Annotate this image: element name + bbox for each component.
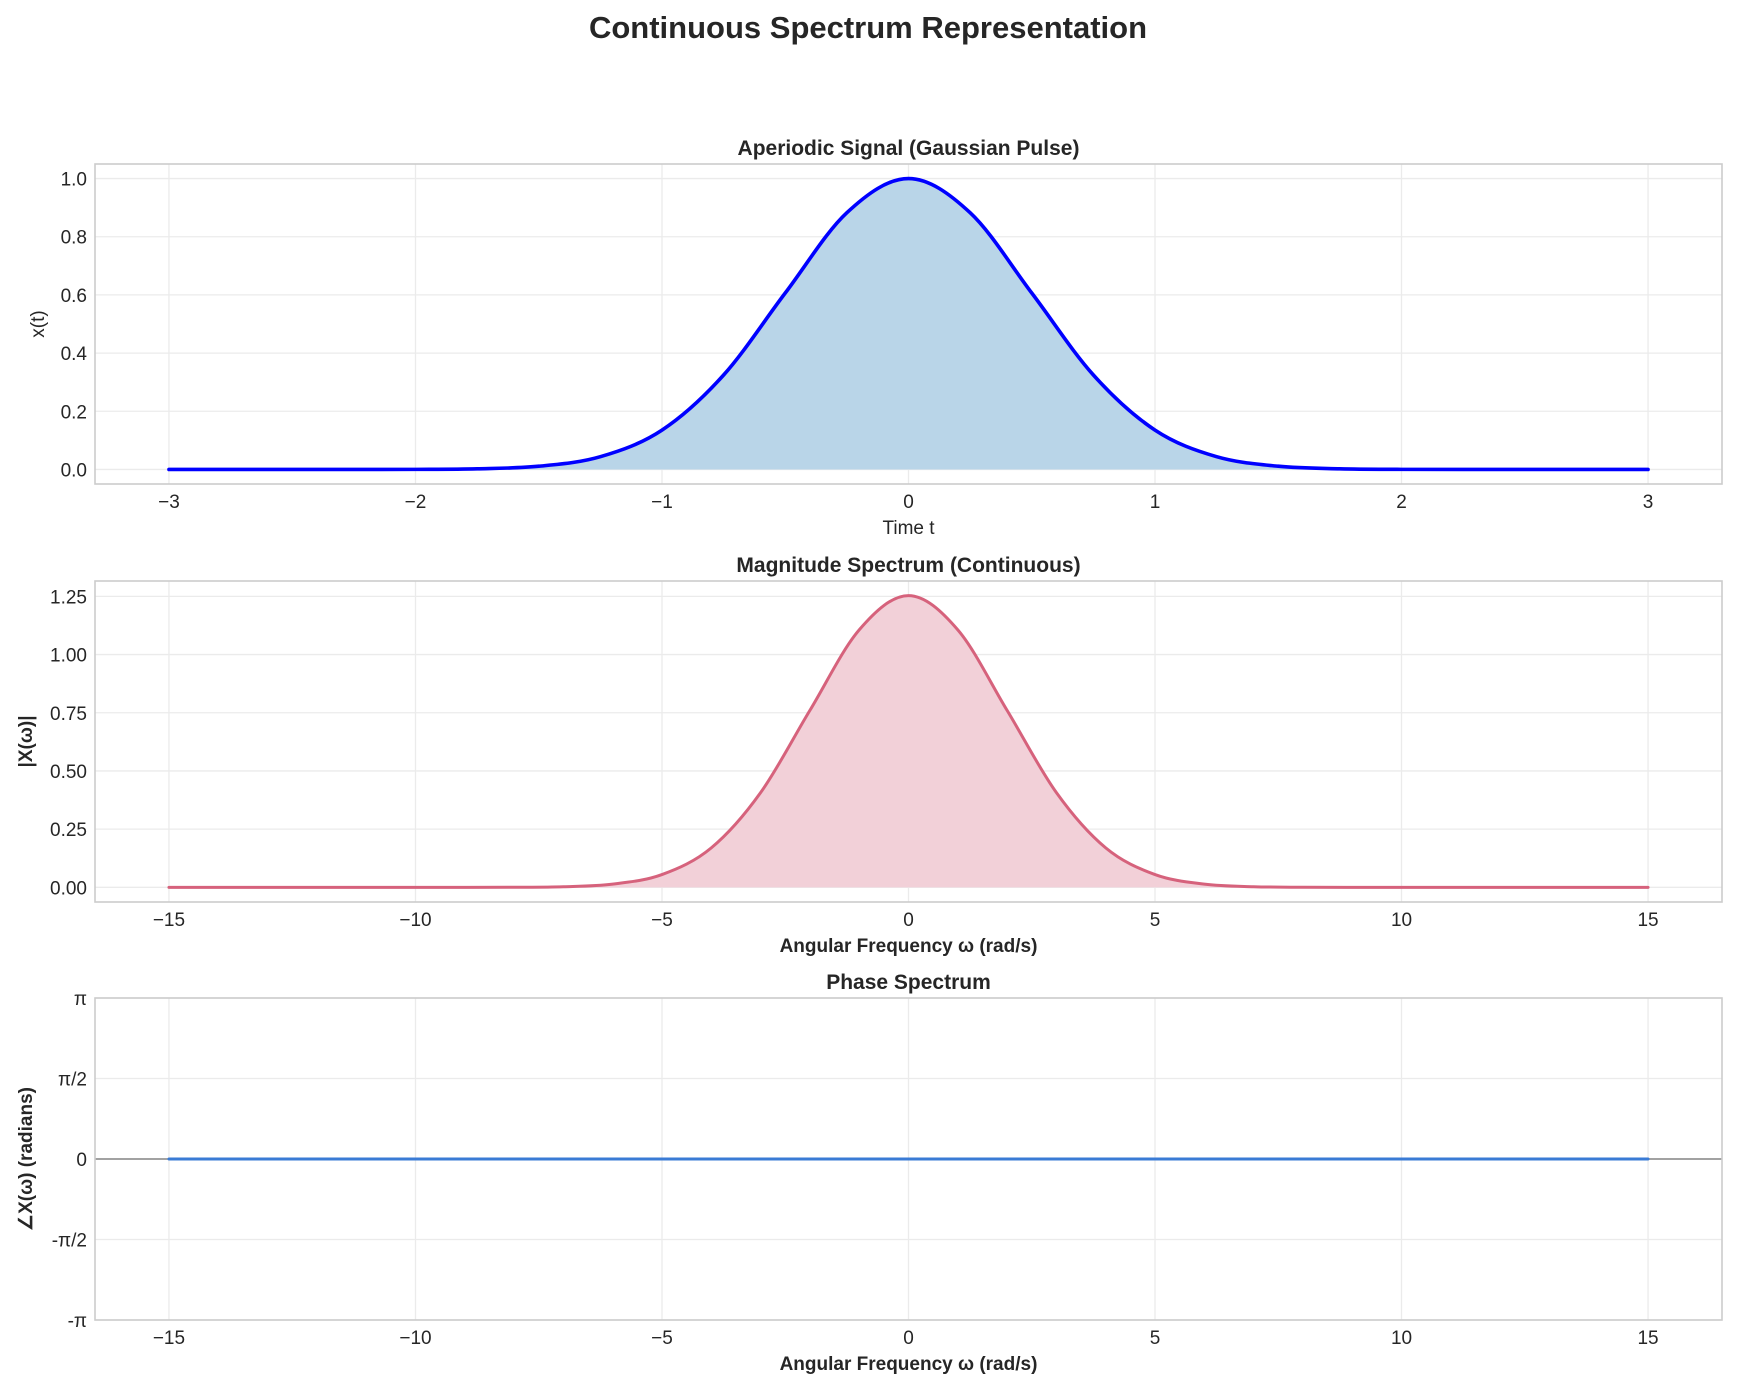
y-tick-label: 0.50 — [50, 762, 87, 783]
x-tick-label: 0 — [903, 492, 914, 513]
y-tick-label: 0.75 — [50, 704, 87, 725]
x-tick-label: −10 — [399, 1328, 431, 1349]
x-tick-label: −3 — [158, 492, 180, 513]
axes-frame — [94, 163, 1723, 485]
subplot-1: −3 −2 −1 0 1 2 3 0.0 0.2 0.4 0.6 0.8 1.0 Aperiodic Si… — [28, 137, 1723, 539]
y-tick-label: -π/2 — [52, 1231, 87, 1252]
x-tick-label: 5 — [1150, 1328, 1161, 1349]
subplot-title: Magnitude Spectrum (Continuous) — [736, 554, 1080, 577]
y-tick-label: -π — [68, 1311, 87, 1332]
x-tick-label: 15 — [1637, 1328, 1658, 1349]
x-tick-label: −15 — [153, 1328, 185, 1349]
x-tick-label: 5 — [1150, 910, 1161, 931]
x-tick-label: 10 — [1391, 1328, 1412, 1349]
x-tick-label: −2 — [405, 492, 427, 513]
x-tick-label: −10 — [399, 910, 431, 931]
y-tick-label: 0.00 — [50, 878, 87, 899]
y-tick-label: 0.4 — [61, 344, 88, 365]
axes-frame — [94, 580, 1723, 903]
x-tick-label: 1 — [1150, 492, 1161, 513]
subplot-3: −15 −10 −5 0 5 10 15 -π -π/2 0 π/2 π Phase Spectrum A… — [16, 971, 1723, 1375]
x-axis-label: Angular Frequency ω (rad/s) — [780, 936, 1038, 957]
x-tick-label: −5 — [651, 1328, 673, 1349]
subplot-title: Phase Spectrum — [826, 971, 991, 994]
x-axis-label: Angular Frequency ω (rad/s) — [780, 1354, 1038, 1375]
axes-frame — [94, 997, 1723, 1321]
y-axis-label: ∠X(ω) (radians) — [16, 1087, 37, 1231]
y-tick-label: 0.25 — [50, 820, 87, 841]
subplot-2: −15 −10 −5 0 5 10 15 0.00 0.25 0.50 0.75 1.00 1.25 Ma… — [16, 554, 1723, 957]
y-tick-label: π — [74, 989, 87, 1010]
x-tick-label: 2 — [1396, 492, 1407, 513]
x-tick-label: −5 — [651, 910, 673, 931]
y-axis-label: x(t) — [28, 310, 49, 337]
y-tick-label: 1.00 — [50, 646, 87, 667]
x-tick-label: 3 — [1643, 492, 1654, 513]
x-tick-label: −1 — [651, 492, 673, 513]
y-tick-label: 1.25 — [50, 587, 87, 608]
series-line — [167, 594, 1650, 889]
y-tick-label: π/2 — [58, 1069, 87, 1090]
area-fill — [168, 595, 1649, 888]
figure-title: Continuous Spectrum Representation — [589, 10, 1147, 45]
y-axis-label: |X(ω)| — [16, 715, 37, 767]
x-axis-label: Time t — [882, 518, 935, 539]
y-tick-label: 0 — [76, 1150, 87, 1171]
y-tick-label: 0.6 — [61, 286, 87, 307]
y-tick-label: 0.8 — [61, 228, 87, 249]
y-tick-label: 0.2 — [61, 402, 87, 423]
series-line — [167, 176, 1650, 472]
y-tick-label: 1.0 — [61, 170, 87, 191]
x-tick-label: 10 — [1391, 910, 1412, 931]
x-tick-label: 0 — [903, 1328, 914, 1349]
subplot-title: Aperiodic Signal (Gaussian Pulse) — [738, 137, 1080, 160]
x-tick-label: 0 — [903, 910, 914, 931]
y-tick-label: 0.0 — [61, 460, 87, 481]
x-tick-label: −15 — [153, 910, 185, 931]
x-tick-label: 15 — [1637, 910, 1658, 931]
area-fill — [168, 178, 1649, 470]
